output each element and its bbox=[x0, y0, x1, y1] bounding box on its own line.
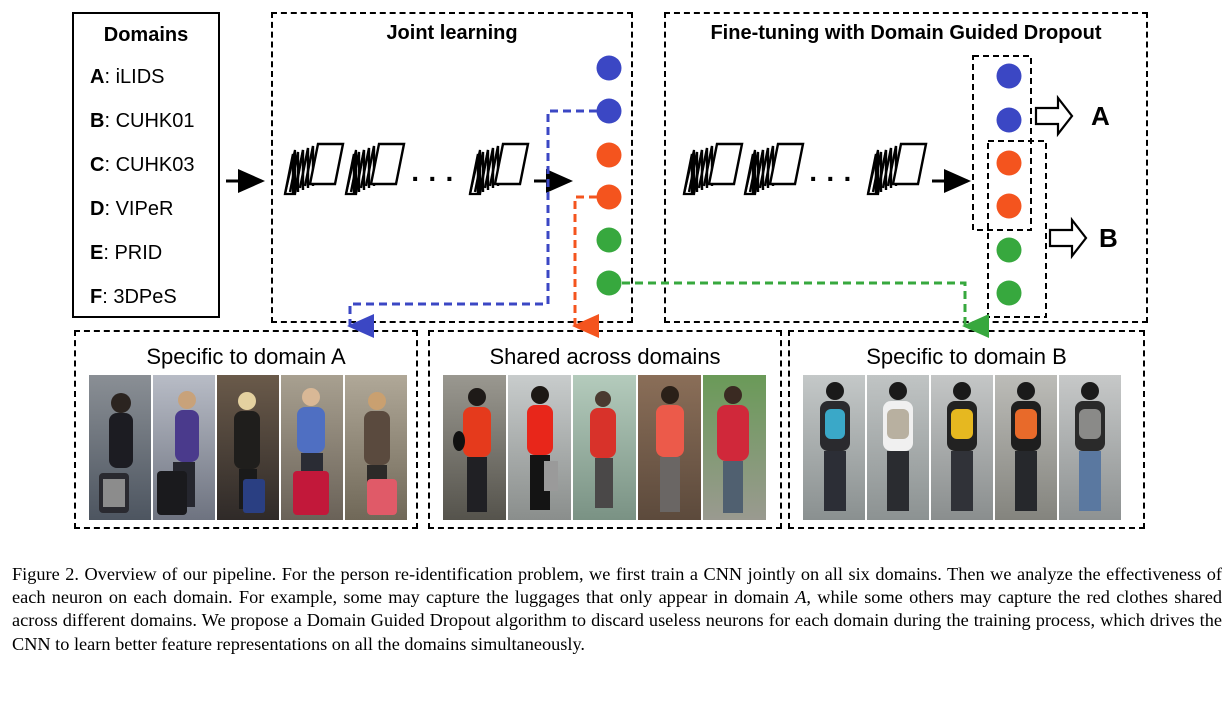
person-photo bbox=[931, 375, 993, 520]
person-photo bbox=[281, 375, 343, 520]
person-photo bbox=[1059, 375, 1121, 520]
group-box-b bbox=[987, 140, 1047, 318]
output-label-b: B bbox=[1099, 223, 1118, 253]
person-photo bbox=[995, 375, 1057, 520]
output-arrow-a bbox=[1034, 94, 1074, 138]
person-photo bbox=[638, 375, 701, 520]
orange-connector bbox=[572, 195, 599, 338]
shared-panel: Shared across domains bbox=[428, 330, 782, 529]
person-photo bbox=[443, 375, 506, 520]
person-photo bbox=[573, 375, 636, 520]
group-box-a bbox=[972, 55, 1032, 231]
person-photo bbox=[217, 375, 279, 520]
conv-layer-stacks-joint bbox=[283, 142, 530, 196]
blue-connector bbox=[347, 109, 597, 338]
domain-item-d: D: VIPeR bbox=[90, 198, 174, 220]
ellipsis-joint: · · · bbox=[411, 163, 455, 194]
joint-neurons bbox=[596, 55, 622, 296]
output-label-a: A bbox=[1091, 101, 1110, 131]
person-photo bbox=[703, 375, 766, 520]
joint-learning-title: Joint learning bbox=[386, 22, 518, 44]
domains-title: Domains bbox=[103, 24, 189, 46]
shared-photos bbox=[443, 375, 766, 520]
domains-panel: Domains A: iLIDS B: CUHK01 C: CUHK03 D: … bbox=[72, 12, 220, 318]
person-photo bbox=[345, 375, 407, 520]
domain-a-title: Specific to domain A bbox=[146, 344, 346, 369]
fine-tuning-panel: Fine-tuning with Domain Guided Dropout bbox=[664, 12, 1148, 323]
green-connector bbox=[622, 281, 989, 338]
domain-item-c: C: CUHK03 bbox=[90, 154, 195, 176]
ellipsis-finetune: · · · bbox=[809, 163, 853, 194]
domain-item-b: B: CUHK01 bbox=[90, 110, 195, 132]
person-photo bbox=[153, 375, 215, 520]
pipeline-diagram: · · · · · · A B bbox=[226, 55, 1118, 338]
joint-learning-panel: Joint learning bbox=[271, 12, 633, 323]
shared-title: Shared across domains bbox=[489, 344, 721, 369]
domain-a-panel: Specific to domain A bbox=[74, 330, 418, 529]
conv-layer-stacks-finetune bbox=[682, 142, 928, 196]
output-arrow-b bbox=[1048, 216, 1088, 260]
domain-b-photos bbox=[803, 375, 1121, 520]
domain-item-f: F: 3DPeS bbox=[90, 286, 177, 308]
domain-a-photos bbox=[89, 375, 407, 520]
figure-caption: Figure 2. Overview of our pipeline. For … bbox=[12, 564, 1222, 654]
finetune-neurons bbox=[996, 63, 1022, 306]
domain-item-a: A: iLIDS bbox=[90, 66, 165, 88]
person-photo bbox=[867, 375, 929, 520]
domain-item-e: E: PRID bbox=[90, 242, 163, 264]
domain-b-title: Specific to domain B bbox=[866, 344, 1067, 369]
person-photo bbox=[89, 375, 151, 520]
person-photo bbox=[803, 375, 865, 520]
person-photo bbox=[508, 375, 571, 520]
fine-tuning-title: Fine-tuning with Domain Guided Dropout bbox=[710, 22, 1102, 44]
